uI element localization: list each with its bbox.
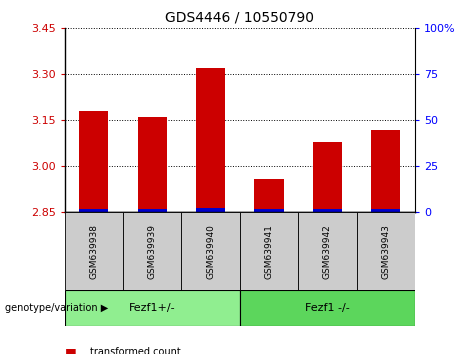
Bar: [240, 290, 415, 326]
Bar: [123, 212, 181, 290]
Bar: [137, 209, 167, 212]
Text: transformed count: transformed count: [90, 347, 181, 354]
Text: genotype/variation ▶: genotype/variation ▶: [5, 303, 108, 313]
Bar: [196, 208, 225, 212]
Text: GSM639943: GSM639943: [381, 224, 390, 279]
Text: GSM639941: GSM639941: [265, 224, 273, 279]
Text: ■: ■: [65, 346, 76, 354]
Text: GSM639939: GSM639939: [148, 224, 157, 279]
Bar: [313, 209, 342, 212]
Bar: [79, 209, 108, 212]
Bar: [79, 111, 108, 212]
Bar: [65, 212, 123, 290]
Bar: [196, 68, 225, 212]
Bar: [240, 212, 298, 290]
Text: GSM639942: GSM639942: [323, 224, 332, 279]
Bar: [298, 212, 356, 290]
Bar: [371, 130, 400, 212]
Text: Fezf1+/-: Fezf1+/-: [129, 303, 176, 313]
Bar: [254, 209, 284, 212]
Bar: [371, 209, 400, 212]
Bar: [313, 142, 342, 212]
Title: GDS4446 / 10550790: GDS4446 / 10550790: [165, 10, 314, 24]
Bar: [65, 290, 240, 326]
Text: GSM639938: GSM639938: [89, 224, 98, 279]
Bar: [254, 179, 284, 212]
Text: GSM639940: GSM639940: [206, 224, 215, 279]
Text: Fezf1 -/-: Fezf1 -/-: [305, 303, 350, 313]
Bar: [356, 212, 415, 290]
Bar: [181, 212, 240, 290]
Bar: [137, 117, 167, 212]
